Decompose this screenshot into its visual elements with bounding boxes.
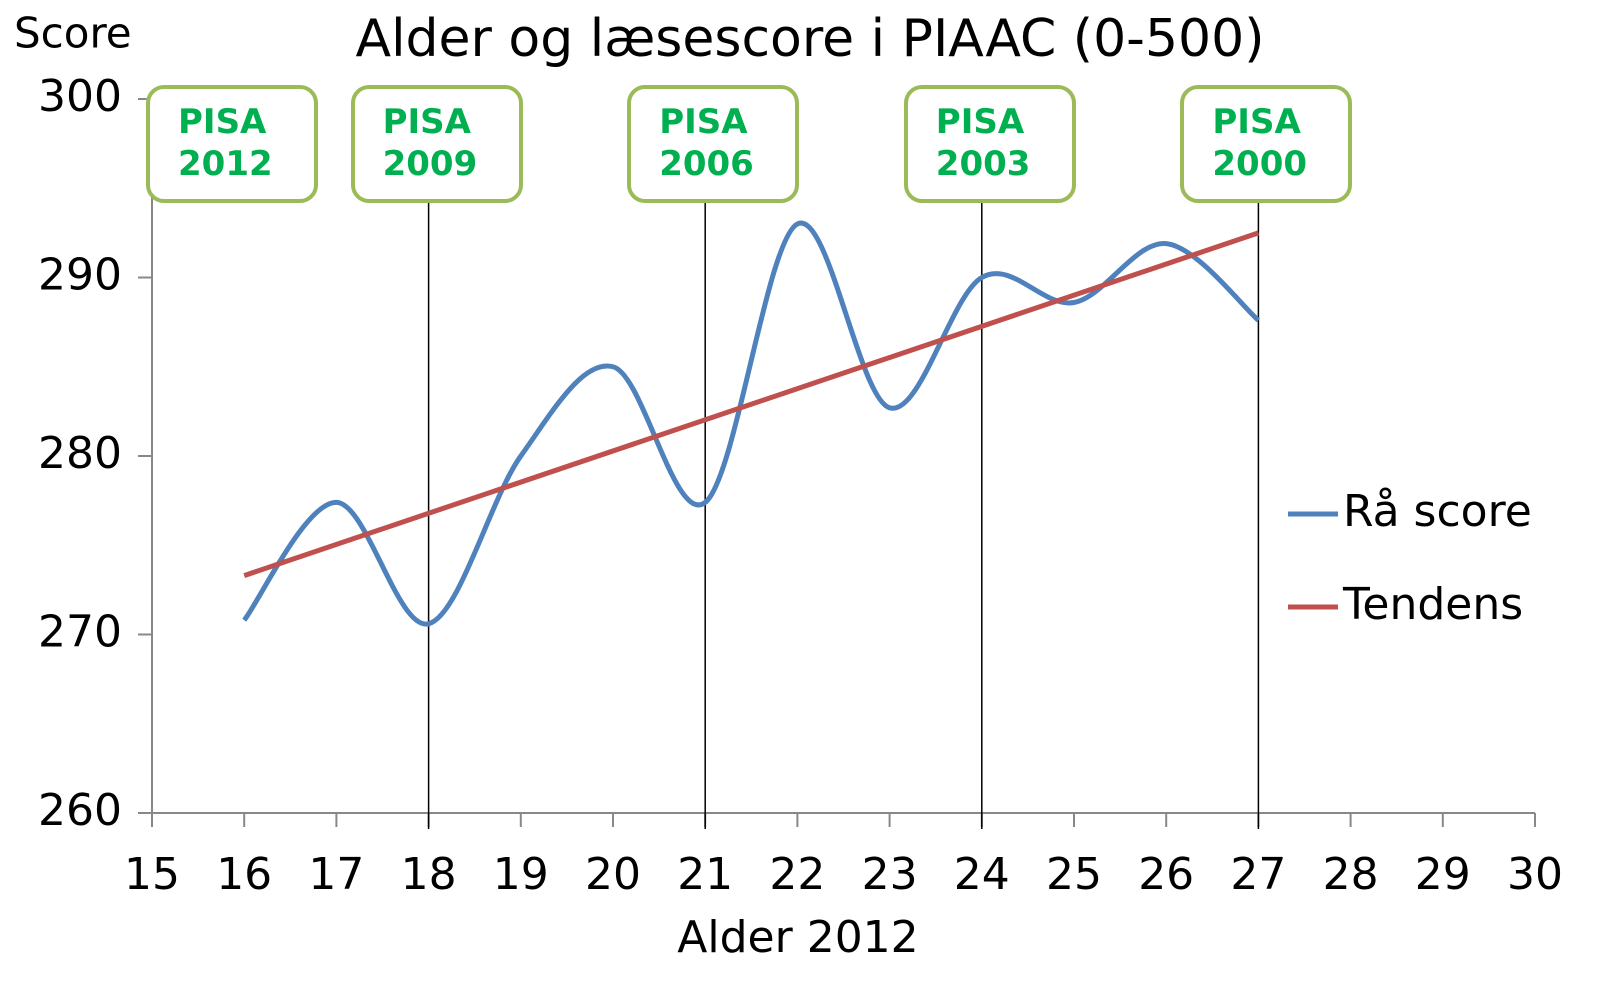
annotation-box: PISA 2000 [1180, 85, 1353, 203]
annotation-box: PISA 2003 [903, 85, 1076, 203]
y-tick-label: 270 [38, 607, 122, 658]
x-tick-label: 22 [769, 849, 825, 900]
y-tick-label: 260 [38, 785, 122, 836]
x-tick-label: 16 [216, 849, 272, 900]
x-tick-label: 19 [493, 849, 549, 900]
x-tick-label: 21 [677, 849, 733, 900]
annotation-box: PISA 2012 [146, 85, 318, 203]
legend-label: Tendens [1342, 579, 1523, 630]
x-axis-label: Alder 2012 [677, 912, 918, 963]
y-axis-label: Score [14, 9, 132, 58]
x-tick-label: 17 [308, 849, 364, 900]
y-tick-label: 290 [38, 250, 122, 301]
annotation-box: PISA 2009 [350, 85, 523, 203]
legend-label: Rå score [1343, 486, 1532, 537]
x-tick-label: 18 [401, 849, 457, 900]
x-tick-label: 28 [1323, 849, 1379, 900]
x-tick-label: 23 [862, 849, 918, 900]
x-tick-label: 15 [124, 849, 180, 900]
series-line [243, 230, 1260, 578]
x-tick-label: 30 [1507, 849, 1563, 900]
x-tick-label: 29 [1415, 849, 1471, 900]
y-tick-label: 300 [38, 71, 122, 122]
x-tick-label: 26 [1138, 849, 1194, 900]
x-tick-label: 20 [585, 849, 641, 900]
x-tick-label: 25 [1046, 849, 1102, 900]
x-tick-label: 24 [954, 849, 1010, 900]
x-tick-label: 27 [1230, 849, 1286, 900]
series-line [242, 220, 1261, 627]
annotation-box: PISA 2006 [627, 85, 800, 203]
chart-title: Alder og læsescore i PIAAC (0-500) [356, 9, 1265, 69]
y-tick-label: 280 [38, 428, 122, 479]
